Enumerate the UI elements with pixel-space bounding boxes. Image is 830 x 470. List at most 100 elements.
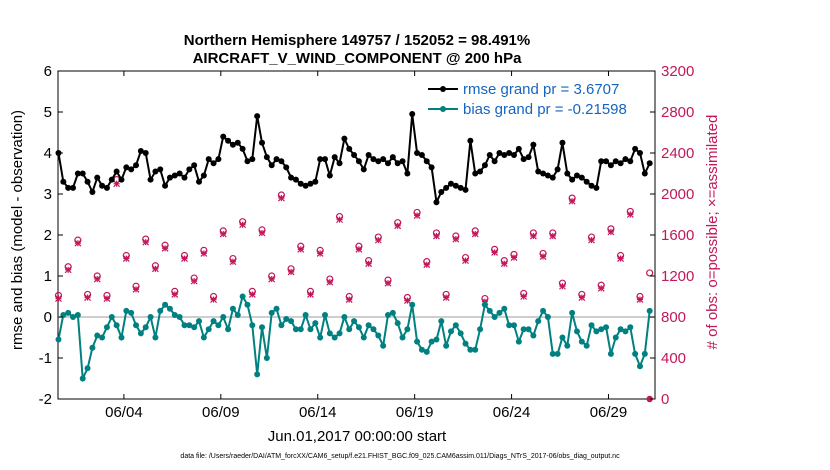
- rmse-point: [573, 172, 580, 179]
- bias-point: [559, 334, 566, 341]
- bias-point: [530, 332, 537, 339]
- rmse-point: [273, 156, 280, 163]
- plot-area: [54, 70, 656, 403]
- bias-point: [622, 328, 629, 335]
- bias-point: [244, 301, 251, 308]
- y2-tick-label: 800: [661, 309, 686, 326]
- bias-point: [60, 311, 67, 318]
- rmse-point: [225, 137, 232, 144]
- rmse-point: [215, 156, 222, 163]
- rmse-point: [171, 172, 178, 179]
- assimilated-obs-point: [452, 235, 460, 243]
- rmse-point: [346, 145, 353, 152]
- bias-point: [225, 326, 232, 333]
- bias-point: [171, 311, 178, 318]
- rmse-point: [394, 160, 401, 167]
- y2-tick-label: 400: [661, 350, 686, 367]
- x-axis: 06/04 06/09 06/14 06/19 06/24 06/29: [105, 71, 627, 421]
- bias-point: [569, 309, 576, 316]
- bias-point: [612, 334, 619, 341]
- bias-point: [428, 338, 435, 345]
- assimilated-obs-point: [297, 245, 305, 253]
- bias-point: [467, 346, 474, 353]
- assimilated-obs-point: [374, 236, 382, 244]
- bias-point: [341, 314, 348, 320]
- bias-point: [544, 314, 551, 320]
- rmse-point: [622, 156, 629, 163]
- assimilated-obs-point: [64, 266, 72, 274]
- rmse-point: [636, 150, 643, 156]
- bias-point: [384, 311, 391, 318]
- rmse-point: [113, 168, 120, 175]
- y-tick-label: -2: [39, 391, 52, 408]
- rmse-point: [205, 156, 212, 163]
- bias-point: [389, 309, 396, 316]
- bias-point: [438, 318, 445, 325]
- bias-point: [307, 326, 314, 333]
- bias-point: [510, 322, 517, 329]
- assimilated-obs-point: [336, 216, 343, 224]
- assimilated-obs-point: [132, 285, 140, 293]
- bias-point: [447, 328, 454, 335]
- rmse-point: [341, 135, 348, 142]
- assimilated-obs-point: [287, 268, 295, 276]
- y-axis-label: rmse and bias (model - observation): [9, 110, 26, 350]
- rmse-point: [477, 168, 484, 175]
- rmse-point: [157, 166, 164, 173]
- bias-point: [598, 326, 605, 333]
- bias-point: [433, 336, 440, 343]
- bias-point: [108, 314, 115, 320]
- bias-point: [215, 322, 222, 329]
- rmse-point: [292, 176, 299, 183]
- x-tick-label: 06/14: [299, 404, 337, 421]
- rmse-point: [554, 166, 561, 173]
- bias-point: [336, 330, 343, 337]
- bias-point: [641, 350, 648, 357]
- assimilated-obs-point: [365, 260, 373, 268]
- rmse-point: [404, 170, 411, 177]
- bias-point: [496, 309, 503, 316]
- assimilated-obs-point: [219, 230, 227, 238]
- rmse-point: [423, 158, 430, 165]
- rmse-point: [627, 158, 634, 165]
- assimilated-obs-point: [171, 291, 179, 298]
- rmse-point: [108, 176, 115, 183]
- rmse-point: [409, 111, 416, 118]
- bias-point: [220, 314, 227, 320]
- rmse-point: [137, 147, 144, 154]
- assimilated-obs-point: [239, 221, 247, 229]
- assimilated-obs-point: [84, 294, 91, 301]
- plot-frame: [57, 70, 656, 400]
- y-tick-label: -1: [39, 350, 52, 367]
- assimilated-obs-point: [345, 296, 353, 303]
- bias-point: [259, 324, 266, 331]
- rmse-point: [365, 152, 372, 159]
- bias-point: [515, 338, 522, 345]
- bias-point: [578, 338, 585, 345]
- bias-point: [351, 318, 358, 325]
- rmse-point: [452, 182, 459, 189]
- assimilated-obs-point: [539, 253, 547, 260]
- y-tick-label: 3: [44, 186, 52, 203]
- rmse-point: [506, 150, 513, 156]
- assimilated-obs-point: [103, 295, 111, 302]
- bias-point: [593, 328, 600, 335]
- assimilated-obs-point: [588, 236, 595, 244]
- bias-point: [55, 336, 62, 343]
- rmse-point: [133, 162, 140, 169]
- bias-point: [273, 305, 280, 312]
- bias-point: [99, 334, 106, 341]
- bias-point: [84, 365, 91, 372]
- rmse-point: [447, 180, 454, 187]
- y2-tick-label: 0: [661, 391, 669, 408]
- bias-point: [133, 322, 140, 329]
- rmse-point: [632, 145, 639, 152]
- rmse-point: [380, 156, 387, 163]
- rmse-point: [486, 152, 493, 159]
- bias-point: [137, 330, 144, 337]
- assimilated-obs-point: [626, 211, 634, 218]
- rmse-point: [598, 158, 605, 165]
- assimilated-obs-point: [326, 278, 334, 286]
- rmse-point: [428, 164, 435, 171]
- bias-point: [283, 316, 290, 323]
